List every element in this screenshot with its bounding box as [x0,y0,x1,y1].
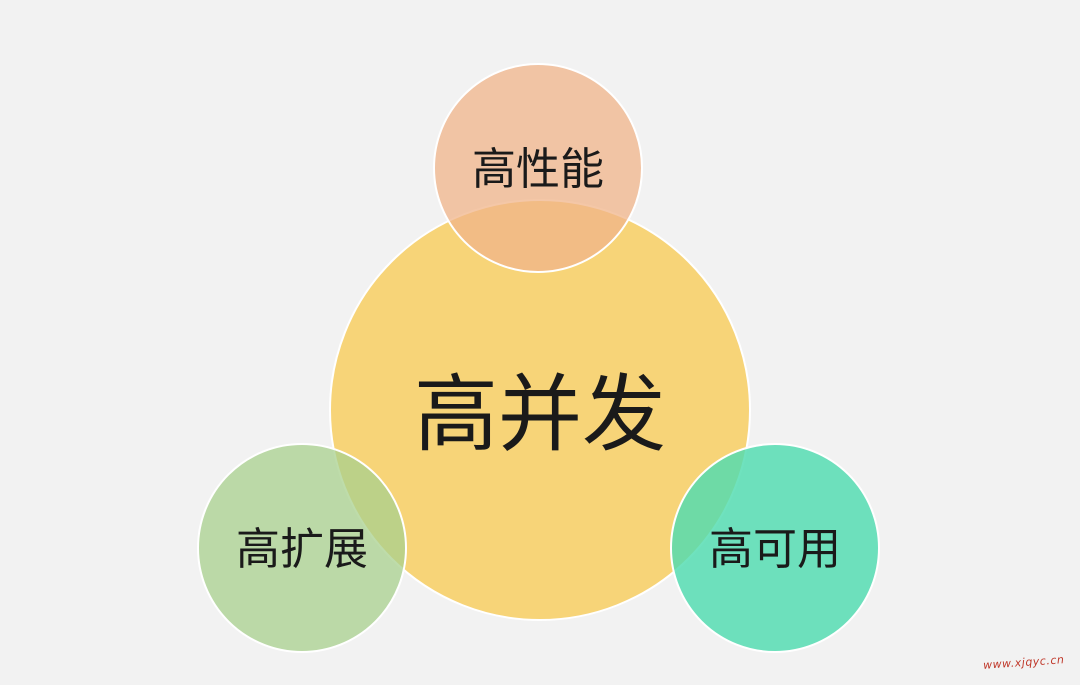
right-satellite-label: 高可用 [709,524,841,575]
center-label: 高并发 [413,365,667,464]
left-circle [197,443,407,653]
top-circle [433,63,643,273]
right-circle [670,443,880,653]
left-satellite-label: 高扩展 [236,524,368,575]
top-satellite-label: 高性能 [472,144,604,195]
